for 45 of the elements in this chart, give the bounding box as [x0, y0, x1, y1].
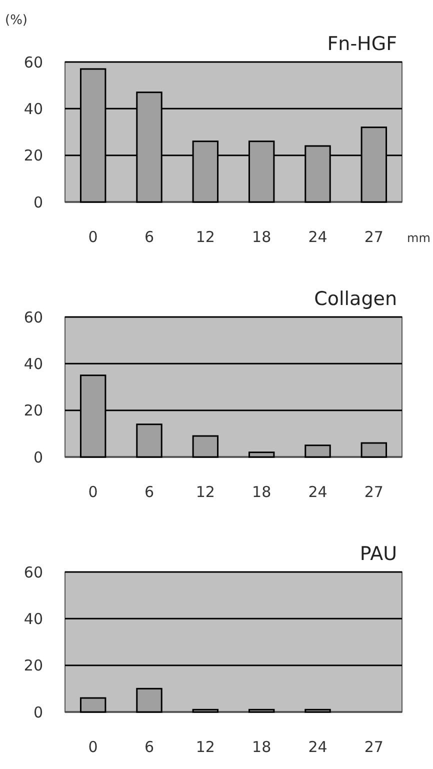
y-tick-label: 40 [24, 610, 43, 628]
x-tick-label: 18 [252, 738, 272, 756]
bar [192, 435, 219, 458]
bar [248, 452, 275, 458]
bar [192, 708, 219, 713]
y-tick-label: 20 [24, 656, 43, 675]
bar [248, 708, 275, 713]
chart-title: Collagen [314, 288, 397, 310]
x-tick-label: 18 [252, 228, 272, 246]
chart-title: PAU [360, 543, 397, 565]
chart-title: Fn-HGF [327, 33, 397, 55]
x-tick-label: 12 [196, 483, 215, 501]
x-tick-label: 0 [88, 483, 98, 501]
y-tick-label: 40 [24, 354, 43, 373]
x-tick-label: 0 [88, 228, 98, 246]
y-axis-title: (%) [5, 13, 28, 28]
x-tick-label: 24 [308, 738, 328, 756]
bar [136, 424, 162, 458]
y-tick-label: 0 [33, 193, 43, 212]
x-axis-title: mm [407, 231, 430, 245]
x-tick-label: 27 [364, 228, 384, 246]
bar [360, 442, 388, 458]
x-tick-label: 18 [252, 483, 272, 501]
y-tick-label: 20 [24, 402, 43, 420]
bar [80, 697, 106, 713]
x-tick-label: 27 [364, 738, 384, 756]
x-tick-label: 24 [308, 483, 328, 501]
y-tick-label: 40 [24, 100, 43, 118]
bar [304, 708, 331, 713]
x-tick-label: 27 [364, 483, 384, 501]
y-tick-label: 20 [24, 146, 43, 165]
y-tick-label: 0 [33, 448, 43, 466]
y-tick-label: 60 [24, 53, 43, 72]
x-tick-label: 12 [196, 738, 215, 756]
bar [136, 688, 162, 713]
x-tick-label: 0 [88, 738, 98, 756]
bar [304, 444, 331, 458]
x-tick-label: 12 [196, 228, 215, 246]
x-tick-label: 6 [144, 228, 154, 246]
x-tick-label: 6 [144, 483, 154, 501]
y-tick-label: 60 [24, 563, 43, 582]
x-tick-label: 24 [308, 228, 328, 246]
y-tick-label: 0 [33, 703, 43, 722]
x-tick-label: 6 [144, 738, 154, 756]
y-tick-label: 60 [24, 308, 43, 326]
